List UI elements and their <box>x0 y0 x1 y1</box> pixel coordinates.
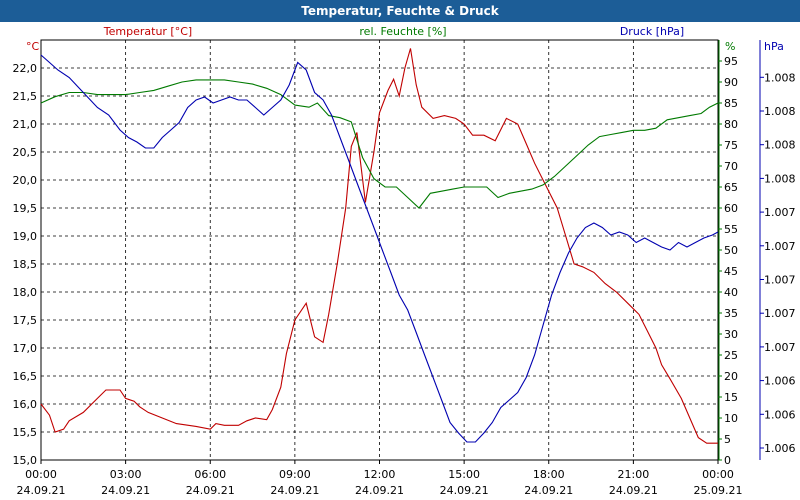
x-tick-time: 15:00 <box>448 468 480 481</box>
x-tick-date: 24.09.21 <box>524 484 573 497</box>
x-tick-time: 03:00 <box>110 468 142 481</box>
temperature-axis-label: Temperatur [°C] <box>103 25 192 38</box>
temperature-tick: 15,5 <box>13 426 38 439</box>
temperature-tick: 18,5 <box>13 258 38 271</box>
pressure-tick: 1.007 <box>764 341 796 354</box>
humidity-tick: 55 <box>724 223 738 236</box>
temperature-line <box>40 48 718 444</box>
x-tick-time: 06:00 <box>194 468 226 481</box>
pressure-tick: 1.007 <box>764 206 796 219</box>
x-tick-time: 00:00 <box>25 468 57 481</box>
x-tick-date: 24.09.21 <box>355 484 404 497</box>
pressure-tick: 1.008 <box>764 105 796 118</box>
temperature-tick: 19,0 <box>13 230 38 243</box>
temperature-tick: 21,5 <box>13 90 38 103</box>
humidity-tick: 70 <box>724 160 738 173</box>
pressure-unit: hPa <box>764 40 784 53</box>
pressure-axis-label: Druck [hPa] <box>620 25 684 38</box>
humidity-tick: 75 <box>724 139 738 152</box>
temperature-tick: 17,5 <box>13 314 38 327</box>
humidity-tick: 0 <box>724 454 731 467</box>
humidity-tick: 30 <box>724 328 738 341</box>
x-tick-date: 24.09.21 <box>17 484 66 497</box>
humidity-tick: 85 <box>724 97 738 110</box>
temperature-tick: 22,0 <box>13 62 38 75</box>
pressure-line <box>40 54 719 443</box>
x-tick-date: 25.09.21 <box>694 484 743 497</box>
temperature-tick: 19,5 <box>13 202 38 215</box>
x-tick-date: 24.09.21 <box>101 484 150 497</box>
pressure-tick: 1.007 <box>764 274 796 287</box>
x-tick-time: 21:00 <box>618 468 650 481</box>
humidity-tick: 80 <box>724 118 738 131</box>
humidity-tick: 50 <box>724 244 738 257</box>
pressure-tick: 1.006 <box>764 408 796 421</box>
humidity-tick: 95 <box>724 55 738 68</box>
x-tick-date: 24.09.21 <box>186 484 235 497</box>
temperature-tick: 15,0 <box>13 454 38 467</box>
axis-labels: °C Temperatur [°C] rel. Feuchte [%] Druck [… <box>26 25 784 53</box>
humidity-tick: 25 <box>724 349 738 362</box>
humidity-tick: 65 <box>724 181 738 194</box>
x-tick-date: 24.09.21 <box>270 484 319 497</box>
humidity-axis-label: rel. Feuchte [%] <box>359 25 446 38</box>
temperature-tick: 18,0 <box>13 286 38 299</box>
humidity-tick: 10 <box>724 412 738 425</box>
humidity-tick: 20 <box>724 370 738 383</box>
chart-title: Temperatur, Feuchte & Druck <box>0 0 800 22</box>
temperature-tick: 16,0 <box>13 398 38 411</box>
axes: 15,0 15,5 16,0 16,5 17,0 17,5 18,0 18,5 19,0 19,5… <box>13 39 796 497</box>
pressure-tick: 1.008 <box>764 71 796 84</box>
grid <box>41 40 718 460</box>
temperature-tick: 16,5 <box>13 370 38 383</box>
pressure-tick: 1.007 <box>764 307 796 320</box>
temperature-tick: 20,0 <box>13 174 38 187</box>
pressure-tick: 1.007 <box>764 240 796 253</box>
humidity-tick: 15 <box>724 391 738 404</box>
x-tick-time: 00:00 <box>702 468 734 481</box>
x-tick-time: 09:00 <box>279 468 311 481</box>
pressure-tick: 1.006 <box>764 375 796 388</box>
pressure-tick: 1.006 <box>764 442 796 455</box>
x-tick-time: 18:00 <box>533 468 565 481</box>
humidity-tick: 60 <box>724 202 738 215</box>
humidity-tick: 5 <box>724 433 731 446</box>
humidity-line <box>40 79 719 209</box>
temperature-tick: 20,5 <box>13 146 38 159</box>
humidity-tick: 45 <box>724 265 738 278</box>
humidity-tick: 35 <box>724 307 738 320</box>
temperature-tick: 21,0 <box>13 118 38 131</box>
humidity-tick: 90 <box>724 76 738 89</box>
humidity-unit: % <box>725 40 735 53</box>
x-tick-date: 24.09.21 <box>440 484 489 497</box>
temperature-tick: 17,0 <box>13 342 38 355</box>
pressure-tick: 1.008 <box>764 139 796 152</box>
humidity-tick: 40 <box>724 286 738 299</box>
temperature-unit: °C <box>26 40 40 53</box>
pressure-tick: 1.008 <box>764 172 796 185</box>
x-tick-time: 12:00 <box>364 468 396 481</box>
x-tick-date: 24.09.21 <box>609 484 658 497</box>
series-lines <box>40 48 719 444</box>
